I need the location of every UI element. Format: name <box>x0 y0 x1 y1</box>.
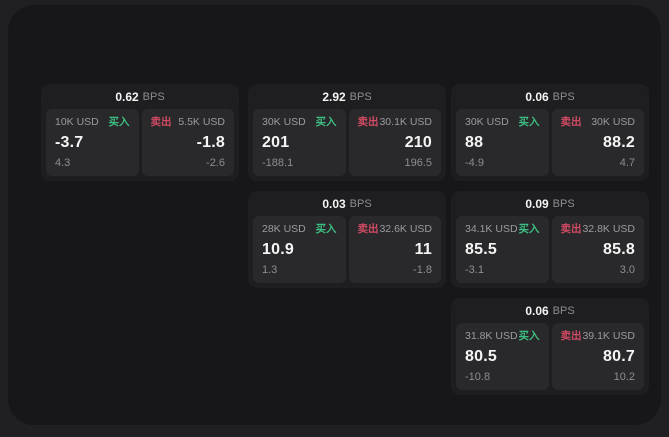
quote-card: 0.06 BPS 31.8K USD 买入 80.5 -10.8 卖出 39.1… <box>451 298 649 395</box>
spread-value: 0.09 <box>525 196 549 211</box>
sell-delta: -2.6 <box>206 157 225 169</box>
sell-amount: 32.6K USD <box>379 223 432 235</box>
sell-delta: -1.8 <box>413 264 432 276</box>
quote-card: 2.92 BPS 30K USD 买入 201 -188.1 卖出 30.1K … <box>248 84 446 181</box>
sell-delta: 10.2 <box>613 371 635 383</box>
spread-value: 0.03 <box>322 196 346 211</box>
sell-label: 卖出 <box>150 116 172 128</box>
sell-tile[interactable]: 卖出 30.1K USD 210 196.5 <box>348 109 441 176</box>
quote-card: 0.06 BPS 30K USD 买入 88 -4.9 卖出 30K USD 8… <box>451 84 649 181</box>
tiles-row: 28K USD 买入 10.9 1.3 卖出 32.6K USD 11 -1.8 <box>248 216 446 283</box>
buy-delta: -4.9 <box>465 157 484 169</box>
tiles-row: 30K USD 买入 88 -4.9 卖出 30K USD 88.2 4.7 <box>451 109 649 176</box>
sell-tile[interactable]: 卖出 5.5K USD -1.8 -2.6 <box>141 109 234 176</box>
buy-price: -3.7 <box>55 133 84 151</box>
spread-value: 0.06 <box>525 303 549 318</box>
spread-header: 0.06 BPS <box>451 84 649 109</box>
sell-price: 11 <box>414 240 432 258</box>
sell-tile[interactable]: 卖出 30K USD 88.2 4.7 <box>551 109 644 176</box>
spread-unit: BPS <box>552 197 575 210</box>
sell-amount: 30K USD <box>591 116 635 128</box>
sell-tile[interactable]: 卖出 39.1K USD 80.7 10.2 <box>551 323 644 390</box>
buy-tile[interactable]: 28K USD 买入 10.9 1.3 <box>253 216 346 283</box>
sell-tile[interactable]: 卖出 32.8K USD 85.8 3.0 <box>551 216 644 283</box>
sell-amount: 30.1K USD <box>379 116 432 128</box>
quote-card: 0.09 BPS 34.1K USD 买入 85.5 -3.1 卖出 32.8K… <box>451 191 649 288</box>
spread-header: 0.62 BPS <box>41 84 239 109</box>
spread-header: 2.92 BPS <box>248 84 446 109</box>
sell-price: 88.2 <box>603 133 635 151</box>
buy-label: 买入 <box>518 330 540 342</box>
sell-tile[interactable]: 卖出 32.6K USD 11 -1.8 <box>348 216 441 283</box>
buy-price: 85.5 <box>465 240 497 258</box>
spread-unit: BPS <box>142 90 165 103</box>
buy-label: 买入 <box>108 116 130 128</box>
tiles-row: 31.8K USD 买入 80.5 -10.8 卖出 39.1K USD 80.… <box>451 323 649 390</box>
buy-delta: 1.3 <box>262 264 278 276</box>
sell-amount: 32.8K USD <box>582 223 635 235</box>
tiles-row: 30K USD 买入 201 -188.1 卖出 30.1K USD 210 1… <box>248 109 446 176</box>
buy-amount: 31.8K USD <box>465 330 518 342</box>
buy-label: 买入 <box>315 223 337 235</box>
sell-label: 卖出 <box>560 223 582 235</box>
buy-amount: 30K USD <box>262 116 306 128</box>
spread-value: 0.62 <box>115 89 139 104</box>
buy-amount: 34.1K USD <box>465 223 518 235</box>
sell-label: 卖出 <box>560 330 582 342</box>
buy-label: 买入 <box>518 116 540 128</box>
sell-amount: 39.1K USD <box>582 330 635 342</box>
tiles-row: 10K USD 买入 -3.7 4.3 卖出 5.5K USD -1.8 -2.… <box>41 109 239 176</box>
spread-header: 0.09 BPS <box>451 191 649 216</box>
sell-delta: 196.5 <box>404 157 432 169</box>
buy-label: 买入 <box>518 223 540 235</box>
sell-price: -1.8 <box>196 133 225 151</box>
buy-label: 买入 <box>315 116 337 128</box>
buy-delta: -188.1 <box>262 157 294 169</box>
sell-delta: 4.7 <box>619 157 635 169</box>
buy-tile[interactable]: 30K USD 买入 88 -4.9 <box>456 109 549 176</box>
buy-tile[interactable]: 30K USD 买入 201 -188.1 <box>253 109 346 176</box>
buy-tile[interactable]: 10K USD 买入 -3.7 4.3 <box>46 109 139 176</box>
buy-amount: 28K USD <box>262 223 306 235</box>
spread-header: 0.06 BPS <box>451 298 649 323</box>
buy-tile[interactable]: 31.8K USD 买入 80.5 -10.8 <box>456 323 549 390</box>
buy-delta: 4.3 <box>55 157 71 169</box>
quotes-panel: 0.62 BPS 10K USD 买入 -3.7 4.3 卖出 5.5K USD… <box>8 5 661 425</box>
buy-price: 201 <box>262 133 290 151</box>
sell-price: 80.7 <box>603 347 635 365</box>
buy-amount: 10K USD <box>55 116 99 128</box>
buy-amount: 30K USD <box>465 116 509 128</box>
sell-label: 卖出 <box>357 116 379 128</box>
sell-price: 210 <box>404 133 432 151</box>
quote-card: 0.62 BPS 10K USD 买入 -3.7 4.3 卖出 5.5K USD… <box>41 84 239 181</box>
sell-label: 卖出 <box>357 223 379 235</box>
buy-delta: -10.8 <box>465 371 491 383</box>
tiles-row: 34.1K USD 买入 85.5 -3.1 卖出 32.8K USD 85.8… <box>451 216 649 283</box>
buy-price: 80.5 <box>465 347 497 365</box>
sell-amount: 5.5K USD <box>178 116 225 128</box>
sell-price: 85.8 <box>603 240 635 258</box>
sell-label: 卖出 <box>560 116 582 128</box>
quote-card: 0.03 BPS 28K USD 买入 10.9 1.3 卖出 32.6K US… <box>248 191 446 288</box>
spread-header: 0.03 BPS <box>248 191 446 216</box>
spread-unit: BPS <box>349 90 372 103</box>
buy-tile[interactable]: 34.1K USD 买入 85.5 -3.1 <box>456 216 549 283</box>
spread-unit: BPS <box>349 197 372 210</box>
buy-delta: -3.1 <box>465 264 484 276</box>
spread-unit: BPS <box>552 304 575 317</box>
buy-price: 10.9 <box>262 240 294 258</box>
spread-value: 2.92 <box>322 89 346 104</box>
sell-delta: 3.0 <box>619 264 635 276</box>
spread-value: 0.06 <box>525 89 549 104</box>
spread-unit: BPS <box>552 90 575 103</box>
buy-price: 88 <box>465 133 484 151</box>
